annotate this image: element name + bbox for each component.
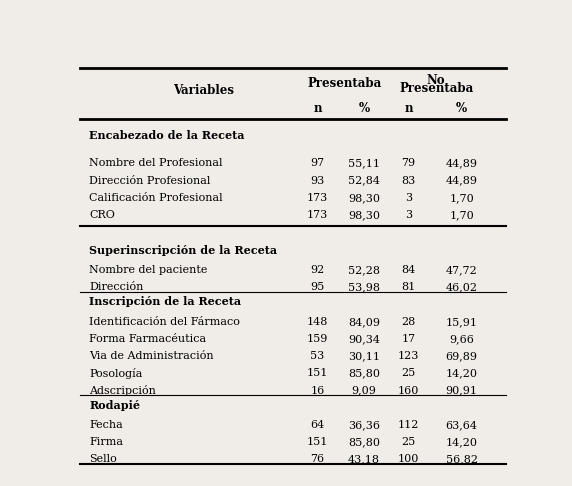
- Text: Posología: Posología: [89, 368, 142, 379]
- Text: 79: 79: [402, 158, 415, 169]
- Text: 52,84: 52,84: [348, 176, 380, 186]
- Text: 90,91: 90,91: [446, 385, 478, 396]
- Text: %: %: [359, 102, 370, 115]
- Text: Dirección: Dirección: [89, 282, 144, 292]
- Text: 173: 173: [307, 193, 328, 203]
- Text: 53,98: 53,98: [348, 282, 380, 292]
- Text: 95: 95: [311, 282, 325, 292]
- Text: 52,28: 52,28: [348, 265, 380, 275]
- Text: 56,82: 56,82: [446, 454, 478, 465]
- Text: 46,02: 46,02: [446, 282, 478, 292]
- Text: Fecha: Fecha: [89, 420, 123, 430]
- Text: 9,66: 9,66: [449, 334, 474, 344]
- Text: Forma Farmacéutica: Forma Farmacéutica: [89, 334, 206, 344]
- Text: 112: 112: [398, 420, 419, 430]
- Text: Via de Administración: Via de Administración: [89, 351, 214, 361]
- Text: Nombre del Profesional: Nombre del Profesional: [89, 158, 223, 169]
- Text: 159: 159: [307, 334, 328, 344]
- Text: Identificación del Fármaco: Identificación del Fármaco: [89, 317, 240, 327]
- Text: Rodapié: Rodapié: [89, 399, 140, 411]
- Text: Variables: Variables: [173, 84, 234, 97]
- Text: 25: 25: [402, 437, 415, 447]
- Text: 69,89: 69,89: [446, 351, 478, 361]
- Text: 93: 93: [311, 176, 325, 186]
- Text: 151: 151: [307, 437, 328, 447]
- Text: Presentaba: Presentaba: [307, 77, 382, 90]
- Text: 3: 3: [405, 210, 412, 220]
- Text: 36,36: 36,36: [348, 420, 380, 430]
- Text: 97: 97: [311, 158, 324, 169]
- Text: Presentaba: Presentaba: [399, 82, 473, 95]
- Text: 85,80: 85,80: [348, 368, 380, 379]
- Text: Firma: Firma: [89, 437, 123, 447]
- Text: 1,70: 1,70: [449, 210, 474, 220]
- Text: Calificación Profesional: Calificación Profesional: [89, 193, 223, 203]
- Text: No: No: [427, 74, 446, 87]
- Text: 44,89: 44,89: [446, 158, 478, 169]
- Text: 30,11: 30,11: [348, 351, 380, 361]
- Text: 44,89: 44,89: [446, 176, 478, 186]
- Text: Encabezado de la Receta: Encabezado de la Receta: [89, 130, 245, 140]
- Text: 90,34: 90,34: [348, 334, 380, 344]
- Text: n: n: [313, 102, 322, 115]
- Text: 16: 16: [311, 385, 325, 396]
- Text: 123: 123: [398, 351, 419, 361]
- Text: 81: 81: [402, 282, 415, 292]
- Text: Sello: Sello: [89, 454, 117, 465]
- Text: 151: 151: [307, 368, 328, 379]
- Text: Adscripción: Adscripción: [89, 385, 156, 396]
- Text: 28: 28: [402, 317, 415, 327]
- Text: 55,11: 55,11: [348, 158, 380, 169]
- Text: Dirección Profesional: Dirección Profesional: [89, 176, 210, 186]
- Text: 92: 92: [311, 265, 325, 275]
- Text: 1,70: 1,70: [449, 193, 474, 203]
- Text: 47,72: 47,72: [446, 265, 478, 275]
- Text: 15,91: 15,91: [446, 317, 478, 327]
- Text: 84,09: 84,09: [348, 317, 380, 327]
- Text: 14,20: 14,20: [446, 437, 478, 447]
- Text: 100: 100: [398, 454, 419, 465]
- Text: 76: 76: [311, 454, 324, 465]
- Text: Nombre del paciente: Nombre del paciente: [89, 265, 208, 275]
- Text: 3: 3: [405, 193, 412, 203]
- Text: 85,80: 85,80: [348, 437, 380, 447]
- Text: 84: 84: [402, 265, 415, 275]
- Text: 83: 83: [402, 176, 415, 186]
- Text: 63,64: 63,64: [446, 420, 478, 430]
- Text: CRO: CRO: [89, 210, 115, 220]
- Text: 64: 64: [311, 420, 325, 430]
- Text: 148: 148: [307, 317, 328, 327]
- Text: 53: 53: [311, 351, 325, 361]
- Text: 25: 25: [402, 368, 415, 379]
- Text: 98,30: 98,30: [348, 193, 380, 203]
- Text: 98,30: 98,30: [348, 210, 380, 220]
- Text: 160: 160: [398, 385, 419, 396]
- Text: 9,09: 9,09: [352, 385, 376, 396]
- Text: n: n: [404, 102, 412, 115]
- Text: 17: 17: [402, 334, 415, 344]
- Text: Superinscripción de la Receta: Superinscripción de la Receta: [89, 245, 277, 256]
- Text: Inscripción de la Receta: Inscripción de la Receta: [89, 296, 241, 308]
- Text: 14,20: 14,20: [446, 368, 478, 379]
- Text: 43,18: 43,18: [348, 454, 380, 465]
- Text: %: %: [456, 102, 467, 115]
- Text: 173: 173: [307, 210, 328, 220]
